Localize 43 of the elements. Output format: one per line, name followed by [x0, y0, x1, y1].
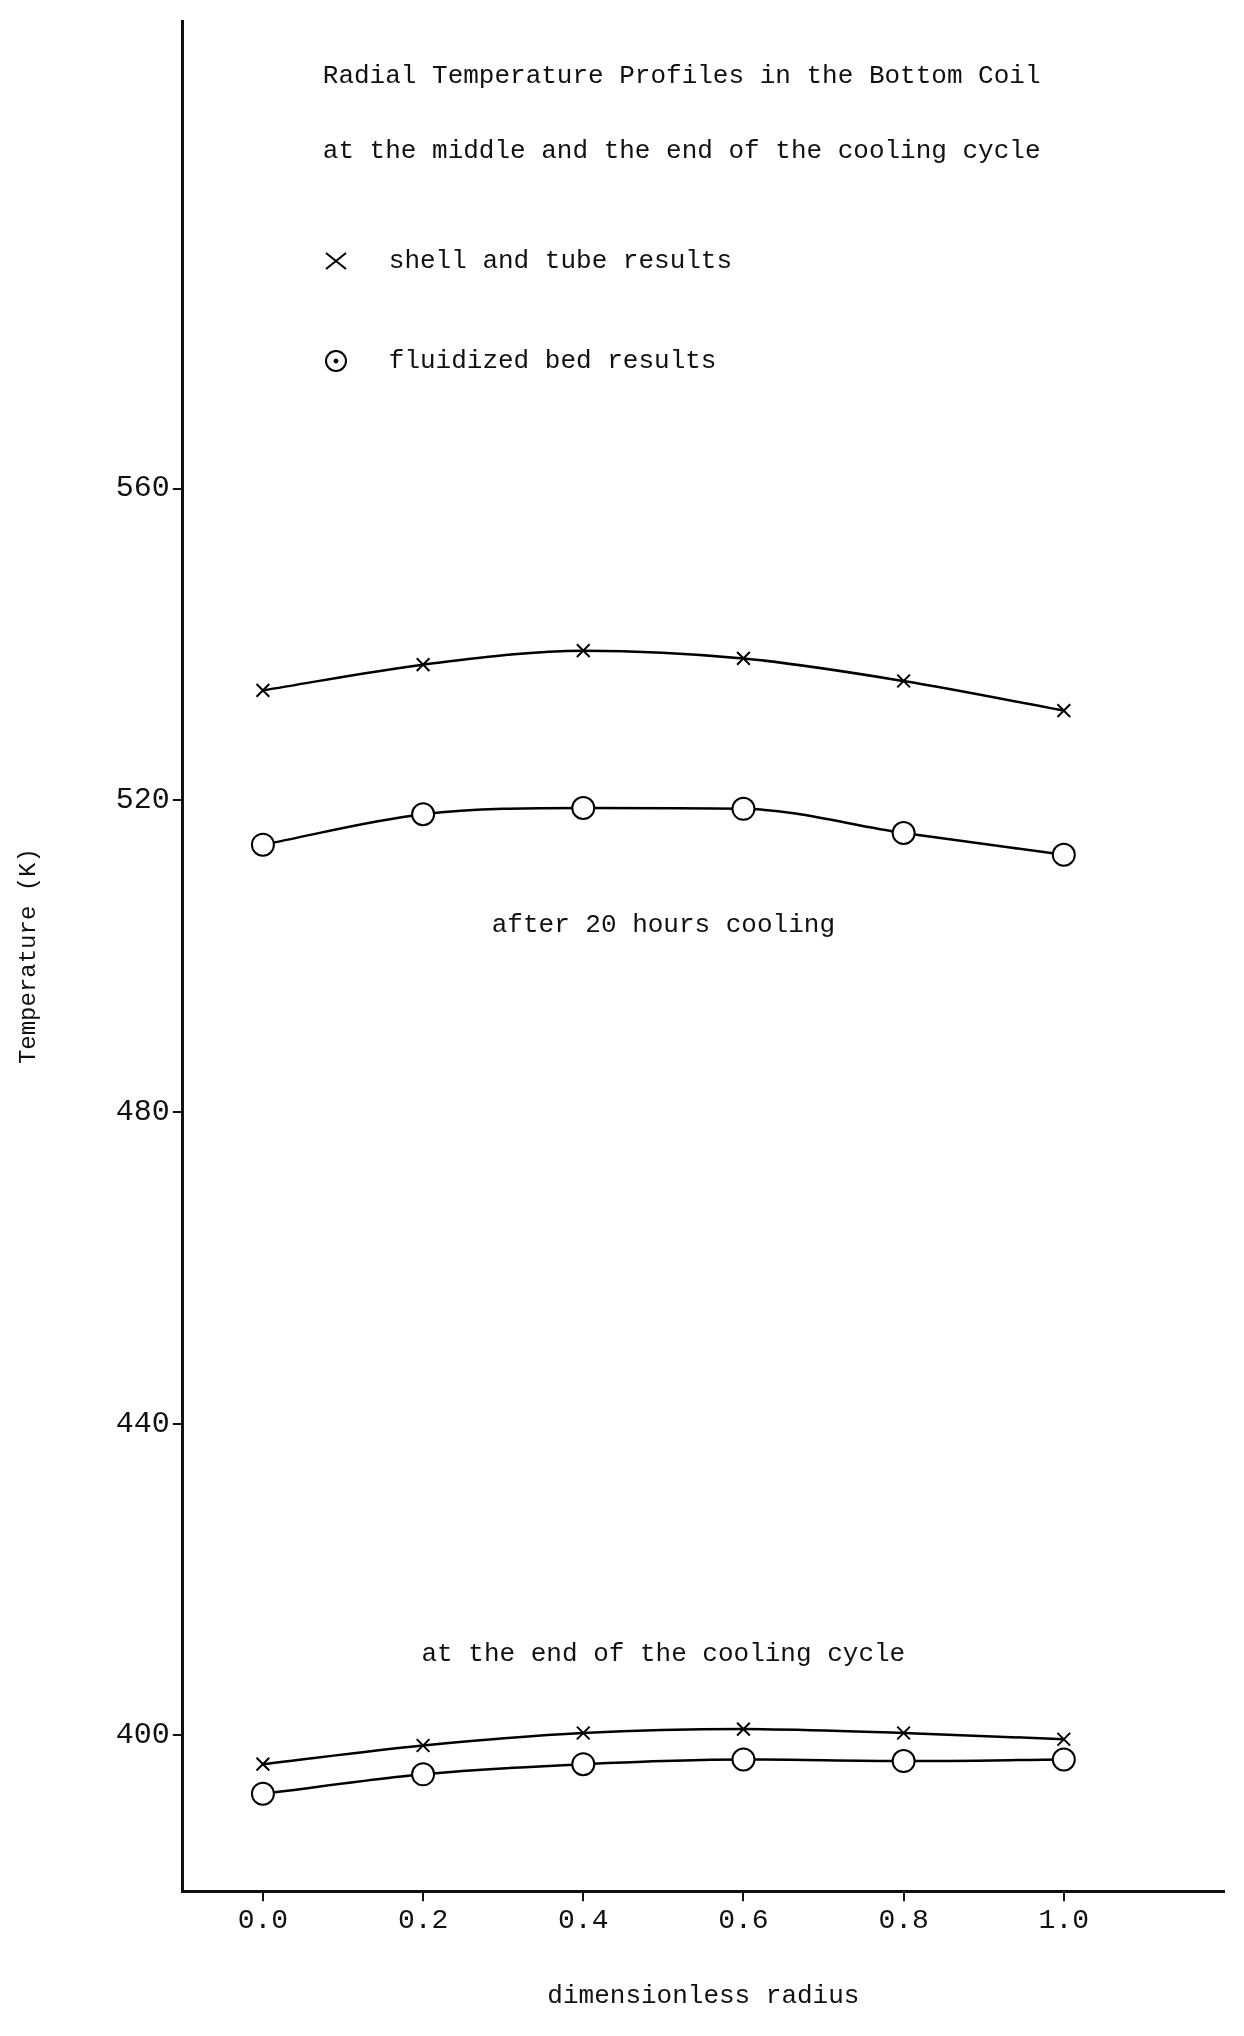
y-tick-label: 480: [115, 1094, 170, 1129]
point: [571, 1752, 596, 1777]
y-tick-label: 520: [115, 783, 170, 818]
legend-label: shell and tube results: [388, 246, 733, 276]
x-tick-label: 1.0: [1038, 1905, 1090, 1937]
x-tick-label: 0.6: [718, 1905, 769, 1937]
point: [891, 820, 916, 845]
point: [250, 832, 275, 857]
point: [415, 657, 431, 673]
point: [891, 1749, 916, 1774]
point: [731, 1747, 756, 1772]
point: [575, 643, 591, 658]
point: [1056, 703, 1072, 718]
annotation: after 20 hours cooling: [491, 909, 835, 940]
point: [731, 796, 756, 821]
x-tick-label: 0.4: [558, 1905, 609, 1937]
point: [1051, 842, 1076, 867]
point: [250, 1781, 275, 1806]
y-axis-title: Temperature (K): [14, 848, 42, 1065]
x-tick-label: 0.8: [878, 1905, 929, 1937]
annotation: at the end of the cooling cycle: [421, 1639, 906, 1670]
point: [1051, 1747, 1076, 1772]
point: [255, 1756, 271, 1772]
y-tick-label: 400: [115, 1718, 170, 1753]
x-axis-title: dimensionless radius: [547, 1981, 860, 2012]
point: [1056, 1731, 1072, 1747]
x-tick-label: 0.2: [397, 1905, 449, 1937]
point: [896, 673, 911, 689]
legend-label: fluidized bed results: [388, 346, 717, 376]
point: [896, 1725, 911, 1741]
point: [255, 683, 271, 698]
point: [415, 1738, 431, 1753]
point: [411, 802, 436, 827]
point: [411, 1762, 436, 1787]
y-tick-label: 440: [115, 1406, 170, 1441]
x-tick-label: 0.0: [237, 1905, 289, 1937]
point: [575, 1725, 591, 1741]
point: [736, 1721, 751, 1737]
text: Radial Temperature Profiles in the Bottom Coil: [322, 60, 1041, 91]
text: at the middle and the end of the cooling cycle: [322, 135, 1041, 166]
point: [571, 796, 596, 821]
y-tick-label: 560: [115, 471, 170, 506]
point: [736, 651, 751, 666]
